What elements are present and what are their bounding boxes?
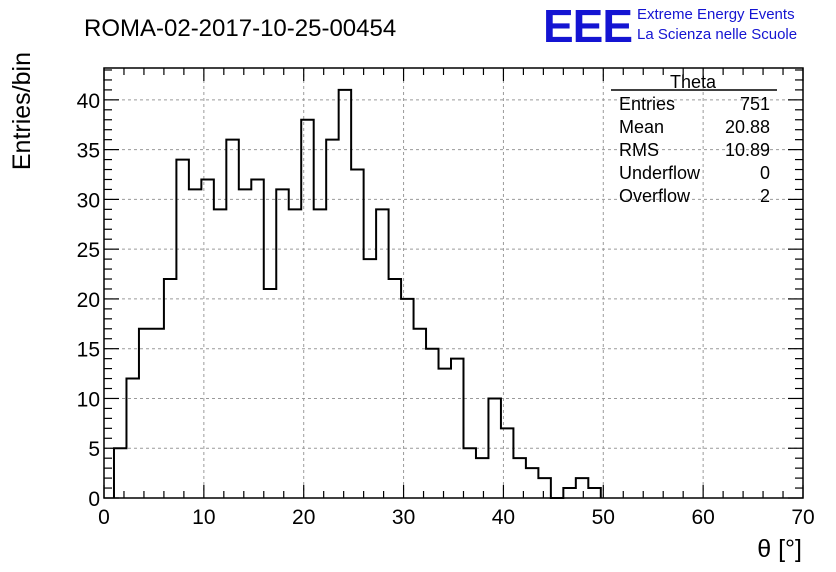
stats-box: Theta Entries 751 Mean 20.88 RMS 10.89 Underfl… — [611, 72, 777, 206]
histogram-bin — [588, 488, 600, 498]
x-tick-label: 60 — [691, 506, 714, 529]
histogram-bin — [176, 160, 188, 498]
histogram-bin — [576, 478, 588, 498]
stats-value: 2 — [760, 186, 770, 206]
stats-value: 0 — [760, 163, 770, 183]
histogram-bin — [439, 369, 451, 498]
histogram-bin — [538, 478, 550, 498]
stats-name: Theta — [670, 72, 717, 92]
histogram-bin — [414, 329, 426, 498]
histogram-bin — [463, 448, 475, 498]
y-tick-label: 0 — [88, 488, 100, 511]
chart-title: ROMA-02-2017-10-25-00454 — [84, 15, 396, 42]
y-axis-title: Entries/bin — [8, 52, 36, 170]
histogram-bin — [114, 448, 126, 498]
histogram-bin — [301, 120, 313, 498]
stats-value: 10.89 — [725, 140, 770, 160]
stats-label: Underflow — [619, 163, 701, 183]
logo-abbrev: EEE — [543, 0, 632, 52]
plot-border — [103, 67, 804, 499]
histogram-bin — [513, 458, 525, 498]
histogram-bin — [314, 209, 326, 498]
histogram-bin — [526, 468, 538, 498]
stats-label: Overflow — [619, 186, 691, 206]
stats-value: 20.88 — [725, 117, 770, 137]
histogram-bin — [189, 189, 201, 498]
y-tick-label: 15 — [77, 339, 100, 362]
histogram-bin — [451, 359, 463, 498]
y-tick-label: 20 — [77, 289, 100, 312]
y-tick-label: 30 — [77, 189, 100, 212]
x-axis-ticks: 0 10 20 30 40 50 60 70 — [98, 68, 815, 529]
histogram-bin — [226, 140, 238, 498]
histogram-bin — [264, 289, 276, 498]
x-tick-label: 50 — [592, 506, 615, 529]
plot-frame — [103, 67, 804, 499]
stats-rows: Entries 751 Mean 20.88 RMS 10.89 Underflow 0 Ove… — [619, 94, 770, 206]
x-tick-label: 20 — [292, 506, 315, 529]
stats-value: 751 — [740, 94, 770, 114]
y-tick-label: 10 — [77, 388, 100, 411]
logo-line1: Extreme Energy Events — [637, 6, 795, 23]
histogram-bin — [214, 209, 226, 498]
histogram-bin — [126, 379, 138, 498]
histogram-bars — [112, 88, 602, 499]
histogram-bin — [563, 488, 575, 498]
grid-lines — [104, 68, 803, 498]
stats-label: RMS — [619, 140, 659, 160]
histogram-bin — [326, 140, 338, 498]
stats-label: Entries — [619, 94, 675, 114]
y-tick-label: 5 — [88, 438, 100, 461]
y-tick-label: 35 — [77, 140, 100, 163]
x-tick-label: 30 — [392, 506, 415, 529]
histogram-bin — [139, 329, 151, 498]
histogram-bin — [376, 209, 388, 498]
histogram-bin — [289, 209, 301, 498]
histogram-bin — [164, 279, 176, 498]
x-tick-label: 0 — [98, 506, 110, 529]
histogram-bin — [251, 179, 263, 498]
x-tick-label: 10 — [192, 506, 215, 529]
logo-line2: La Scienza nelle Scuole — [637, 26, 797, 43]
x-tick-label: 40 — [492, 506, 515, 529]
histogram-bin — [389, 279, 401, 498]
stats-label: Mean — [619, 117, 664, 137]
histogram-bin — [151, 329, 163, 498]
eee-logo: EEE Extreme Energy Events La Scienza nel… — [543, 0, 797, 52]
histogram-bin — [476, 458, 488, 498]
x-axis-title: θ [°] — [757, 535, 802, 563]
histogram-bin — [364, 259, 376, 498]
histogram-bin — [201, 179, 213, 498]
histogram-bin — [276, 189, 288, 498]
x-tick-label: 70 — [791, 506, 814, 529]
histogram-outline — [112, 88, 602, 499]
histogram-bin — [426, 349, 438, 498]
histogram-bin — [339, 90, 351, 498]
histogram-bin — [501, 428, 513, 498]
histogram-bin — [239, 189, 251, 498]
y-tick-label: 40 — [77, 90, 100, 113]
y-tick-label: 25 — [77, 239, 100, 262]
